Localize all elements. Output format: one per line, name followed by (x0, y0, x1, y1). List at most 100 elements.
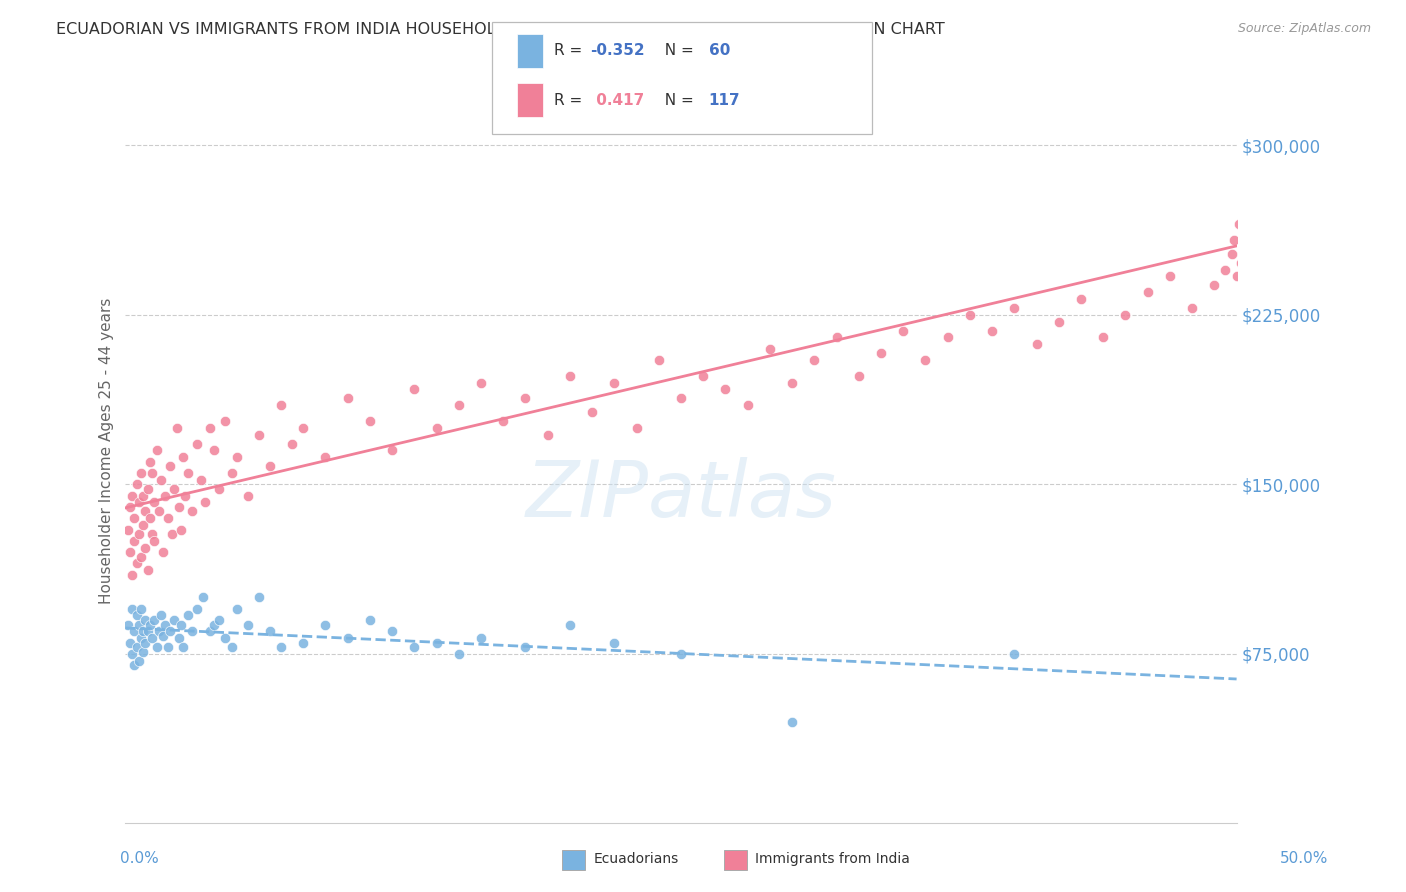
Point (1251, 194, 1274, 209)
Point (1254, 211, 1277, 225)
Point (221, 466, 243, 480)
Point (737, 398, 759, 412)
Point (537, 427, 560, 442)
Text: Source: ZipAtlas.com: Source: ZipAtlas.com (1237, 22, 1371, 36)
Point (129, 549, 152, 564)
Point (181, 624, 204, 639)
Point (150, 608, 173, 623)
Point (1230, 256, 1253, 270)
Text: Immigrants from India: Immigrants from India (755, 852, 910, 866)
Point (1070, 292, 1092, 306)
Point (1092, 330, 1115, 344)
Point (124, 533, 146, 548)
Point (1181, 301, 1204, 315)
Point (121, 489, 143, 503)
Point (176, 608, 198, 623)
Point (117, 523, 139, 537)
Point (236, 489, 259, 503)
Point (1136, 285, 1159, 300)
Point (143, 533, 166, 548)
Point (314, 617, 336, 632)
Text: -0.352: -0.352 (591, 44, 645, 58)
Point (121, 647, 143, 661)
Text: N =: N = (655, 44, 699, 58)
Point (603, 635, 626, 649)
Point (121, 567, 143, 582)
Point (181, 504, 204, 518)
Point (359, 414, 381, 428)
Point (208, 482, 231, 496)
Point (470, 376, 492, 390)
Point (139, 511, 162, 525)
Point (1247, 202, 1270, 216)
Point (136, 563, 159, 577)
Point (1215, 262, 1237, 277)
Point (780, 376, 803, 390)
Point (404, 383, 426, 397)
Point (143, 495, 166, 509)
Point (225, 601, 247, 615)
Text: 0.417: 0.417 (591, 93, 644, 108)
Point (214, 631, 236, 645)
Point (129, 601, 152, 615)
Point (118, 545, 141, 559)
Point (247, 591, 270, 605)
Point (270, 398, 292, 412)
Point (156, 640, 179, 654)
Text: R =: R = (554, 93, 588, 108)
Point (1204, 278, 1226, 293)
Point (381, 443, 404, 458)
Point (148, 504, 170, 518)
Text: N =: N = (655, 93, 699, 108)
Point (129, 631, 152, 645)
Text: 50.0%: 50.0% (1281, 851, 1329, 865)
Point (118, 635, 141, 649)
Point (225, 450, 247, 465)
Point (167, 631, 190, 645)
Point (825, 330, 848, 344)
Point (381, 624, 404, 639)
Point (1223, 233, 1246, 247)
Point (247, 427, 270, 442)
Point (202, 443, 225, 458)
Point (143, 613, 166, 627)
Point (270, 640, 292, 654)
Point (404, 640, 426, 654)
Point (1234, 206, 1257, 220)
Point (1226, 269, 1249, 284)
Point (1241, 211, 1264, 225)
Point (124, 658, 146, 673)
Point (134, 541, 156, 555)
Point (759, 342, 782, 356)
Point (336, 392, 359, 406)
Text: 0.0%: 0.0% (120, 851, 159, 865)
Point (141, 466, 163, 480)
Point (141, 631, 163, 645)
Point (1246, 218, 1268, 232)
Point (359, 613, 381, 627)
Point (134, 504, 156, 518)
Point (125, 640, 148, 654)
Point (470, 631, 492, 645)
Point (170, 523, 193, 537)
Point (1025, 337, 1047, 351)
Point (159, 624, 181, 639)
Point (492, 414, 515, 428)
Point (1236, 228, 1258, 243)
Y-axis label: Householder Income Ages 25 - 44 years: Householder Income Ages 25 - 44 years (100, 297, 114, 604)
Point (1243, 188, 1265, 202)
Point (259, 624, 281, 639)
Point (186, 436, 208, 450)
Text: ZIPatlas: ZIPatlas (526, 458, 837, 533)
Point (176, 466, 198, 480)
Point (139, 455, 162, 469)
Point (692, 368, 714, 383)
Text: R =: R = (554, 44, 588, 58)
Point (167, 500, 190, 514)
Point (172, 640, 194, 654)
Point (603, 376, 626, 390)
Point (160, 527, 183, 541)
Point (1002, 647, 1025, 661)
Point (198, 624, 221, 639)
Point (648, 353, 671, 368)
